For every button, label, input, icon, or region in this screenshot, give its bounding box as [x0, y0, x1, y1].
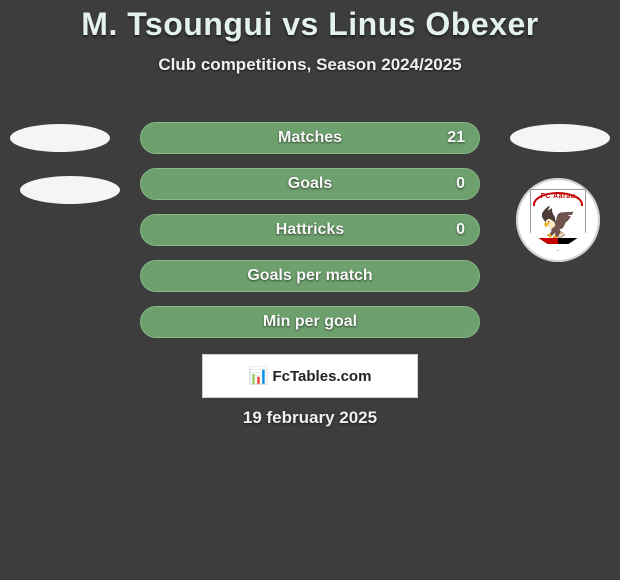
stat-bar: Hattricks 0 [140, 214, 480, 246]
stat-bar: Goals per match [140, 260, 480, 292]
stat-bar: Min per goal [140, 306, 480, 338]
stat-bar-right-value: 0 [456, 169, 465, 199]
chart-icon: 📊 [249, 366, 269, 386]
player-right-placeholder-1 [510, 124, 610, 152]
stat-bar: Goals 0 [140, 168, 480, 200]
stat-bar-right-value: 21 [447, 123, 465, 153]
stat-bar-label: Goals per match [247, 267, 372, 285]
team-badge-right: FC Aarau 🦅 [516, 178, 600, 262]
logo-text: FcTables.com [273, 368, 372, 385]
stat-bar-label: Goals [288, 175, 332, 193]
player-left-placeholder-1 [10, 124, 110, 152]
stat-bar-label: Min per goal [263, 313, 357, 331]
page-title: M. Tsoungui vs Linus Obexer [0, 0, 620, 43]
eagle-icon: 🦅 [539, 209, 576, 239]
stat-bar-label: Hattricks [276, 221, 344, 239]
badge-label: FC Aarau [531, 193, 585, 200]
subtitle: Club competitions, Season 2024/2025 [0, 55, 620, 75]
stat-bar: Matches 21 [140, 122, 480, 154]
stat-bar-right-value: 0 [456, 215, 465, 245]
date-label: 19 february 2025 [0, 408, 620, 428]
source-logo: 📊 FcTables.com [202, 354, 418, 398]
stat-bar-label: Matches [278, 129, 342, 147]
player-left-placeholder-2 [20, 176, 120, 204]
stat-bars: Matches 21 Goals 0 Hattricks 0 Goals per match… [140, 122, 480, 352]
